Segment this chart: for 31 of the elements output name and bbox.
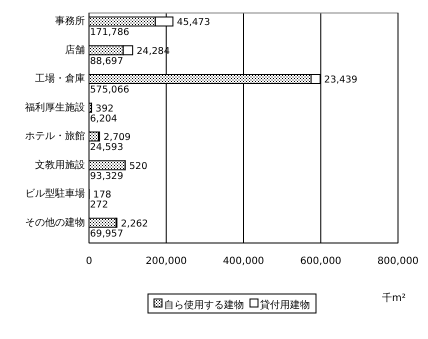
y-tick-label: ホテル・旅館 [25,130,85,142]
data-label: 2,709 [104,132,131,143]
legend-label: 貸付用建物 [260,299,310,311]
y-tick-label: その他の建物 [25,216,85,228]
data-label: 178 [93,190,112,200]
y-tick-label: 工場・倉庫 [35,72,85,84]
data-label: 93,329 [90,170,124,182]
x-tick-label: 0 [86,256,92,267]
x-tick-label: 600,000 [300,256,342,267]
data-label: 88,697 [90,56,124,67]
y-tick-label: ビル型駐車場 [25,188,85,200]
legend-label: 自ら使用する建物 [164,299,244,311]
x-tick-label: 800,000 [377,256,419,267]
data-label: 69,957 [90,228,124,240]
data-label: 575,066 [90,84,130,96]
data-label: 171,786 [90,27,130,38]
y-tick-label: 事務所 [55,15,85,27]
x-tick-label: 200,000 [146,256,187,267]
y-tick-label: 福利厚生施設 [25,101,85,114]
x-tick-label: 400,000 [222,256,264,267]
data-label: 6,204 [90,113,118,124]
data-label: 2,262 [120,218,148,230]
data-label: 272 [90,200,108,210]
data-label: 23,439 [324,74,358,86]
x-axis-title: 千m² [382,292,406,304]
y-tick-label: 店舗 [65,44,85,56]
y-tick-label: 文教用施設 [35,158,85,171]
data-label: 24,593 [90,142,124,153]
data-label: 520 [129,160,148,172]
data-label: 45,473 [176,17,210,28]
data-label: 392 [96,103,114,114]
